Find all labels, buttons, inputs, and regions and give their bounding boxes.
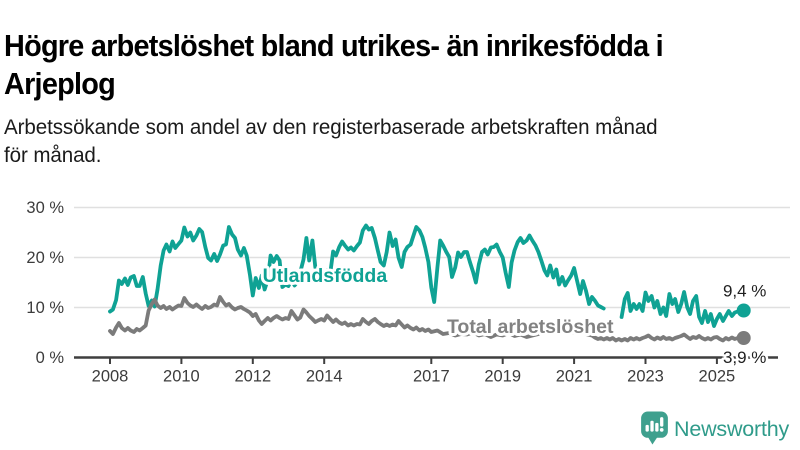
logo-exclamation-dot <box>659 428 664 432</box>
x-tick-label-2019: 2019 <box>484 368 521 386</box>
x-tick-label-2017: 2017 <box>413 368 450 386</box>
subtitle-line-1: Arbetssökande som andel av den registerb… <box>4 116 658 139</box>
x-tick-label-2010: 2010 <box>163 368 200 386</box>
line-utlandsfodda-segment-0 <box>108 223 606 314</box>
page-title: Högre arbetslöshet bland utrikes- än inr… <box>4 27 664 103</box>
series-layer <box>108 223 751 345</box>
logo-bar-medium <box>655 422 659 432</box>
end-value-label-total: 3,9 % <box>723 348 766 367</box>
brand-name: Newsworthy <box>674 417 790 441</box>
brand-footer: Newsworthy <box>640 410 800 450</box>
x-tick-label-2025: 2025 <box>699 368 736 386</box>
logo-bar-tall <box>650 420 654 432</box>
subtitle-line-2: för månad. <box>4 144 102 167</box>
series-label-total: Total arbetslöshet <box>447 316 614 338</box>
y-tick-label-10: 10 % <box>26 299 64 317</box>
y-tick-label-30: 30 % <box>26 199 64 217</box>
chart-subtitle: Arbetssökande som andel av den registerb… <box>4 114 658 170</box>
series-label-utlandsfodda: Utlandsfödda <box>263 265 388 287</box>
annotation-layer: Utlandsfödda 9,4 % Total arbetslöshet 3,9 % <box>260 262 769 370</box>
logo-bar-small <box>645 424 649 432</box>
newsworthy-logo-icon <box>641 411 668 445</box>
title-line-1: Högre arbetslöshet bland utrikes- än inr… <box>4 27 664 63</box>
axis-layer: 0 % 10 % 20 % 30 % 2008 2010 2012 2014 2017 2019 2… <box>26 199 778 386</box>
x-tick-label-2014: 2014 <box>306 368 343 386</box>
y-tick-label-20: 20 % <box>26 249 64 267</box>
y-tick-label-0: 0 % <box>36 349 65 367</box>
end-dot-total <box>736 331 751 345</box>
line-total-segment-0 <box>108 295 746 343</box>
logo-exclamation-bar <box>660 417 664 427</box>
line-utlandsfodda-segment-1 <box>619 290 746 328</box>
x-tick-label-2008: 2008 <box>92 368 129 386</box>
end-value-label-utlandsfodda: 9,4 % <box>723 282 766 301</box>
title-line-2: Arjeplog <box>4 65 116 101</box>
x-tick-label-2021: 2021 <box>556 368 593 386</box>
x-tick-label-2023: 2023 <box>627 368 664 386</box>
x-tick-label-2012: 2012 <box>234 368 271 386</box>
end-dot-utlandsfodda <box>736 303 751 318</box>
